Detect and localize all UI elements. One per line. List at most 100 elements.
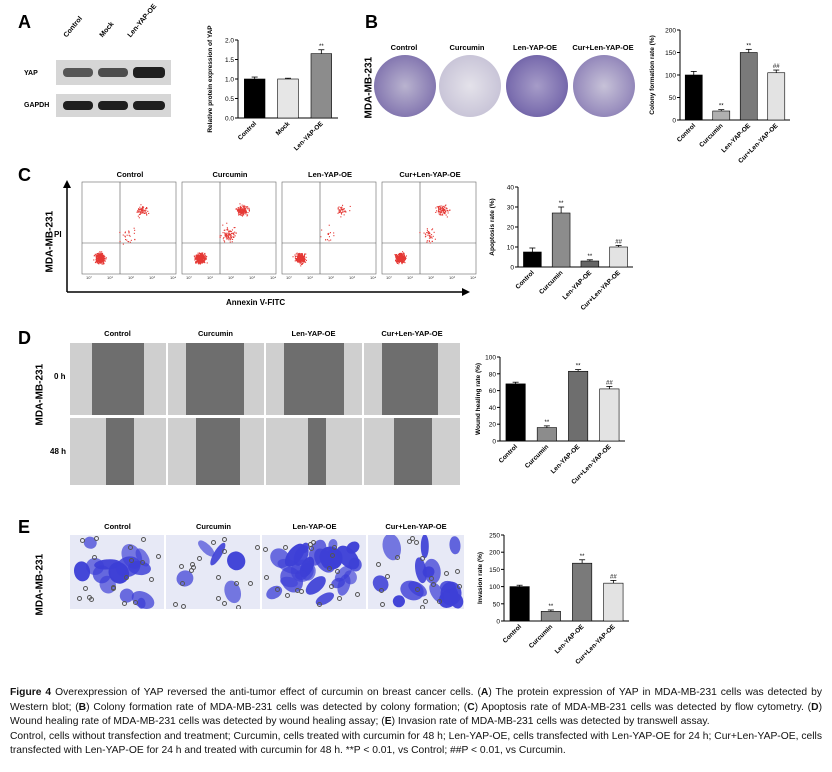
membrane-pore	[129, 557, 134, 563]
panel-e-label: E	[18, 517, 31, 537]
colony-plate	[439, 55, 501, 117]
membrane-pore	[89, 597, 95, 603]
y-tick-label: 0.5	[225, 96, 234, 103]
time-label: 0 h	[54, 372, 66, 381]
bar	[609, 246, 628, 268]
yap-blot	[56, 60, 171, 85]
bar	[277, 78, 299, 119]
x-tick-label: Len-YAP-OE	[550, 443, 582, 475]
membrane-pore	[216, 574, 222, 580]
membrane-pore	[385, 574, 390, 580]
stained-cell	[380, 535, 404, 563]
membrane-pore	[334, 568, 340, 574]
membrane-pore	[93, 535, 99, 541]
cell-line-label: MDA-MB-231	[34, 553, 46, 616]
bar	[244, 78, 266, 119]
colony-plate	[374, 55, 436, 117]
wound-image	[70, 343, 166, 415]
caption-text: ) Colony formation rate of MDA-MB-231 ce…	[86, 701, 468, 713]
flow-axes	[63, 180, 470, 296]
blot-band	[63, 101, 93, 110]
log-tick-label: 10°	[186, 275, 192, 280]
y-axis-title: Wound healing rate (%)	[475, 363, 482, 435]
caption-panel-ref: C	[467, 701, 475, 713]
membrane-pore	[80, 538, 86, 544]
membrane-pore	[423, 599, 428, 605]
significance-mark: ##	[606, 380, 613, 386]
x-tick-label: Len-YAP-OE	[554, 623, 586, 655]
bar	[599, 388, 620, 442]
log-tick-label: 10°	[386, 275, 392, 280]
group-header: Curcumin	[212, 170, 248, 179]
membrane-pore	[140, 537, 146, 543]
caption-text: ) The protein expression of YAP in MDA-M…	[10, 687, 822, 713]
x-tick-label: Mock	[275, 120, 292, 137]
caption-panel-ref: E	[384, 716, 392, 727]
x-axis-label: Annexin V-FITC	[226, 298, 286, 307]
membrane-pore	[294, 588, 300, 594]
log-tick-label: 10⁴	[470, 275, 476, 280]
blot-lane-label: Control	[62, 15, 84, 39]
event-dots	[93, 204, 150, 265]
event-dots	[193, 203, 250, 265]
colony-plate	[573, 55, 635, 117]
y-tick-label: 80	[489, 371, 497, 378]
membrane-pore	[190, 562, 196, 567]
bar	[767, 72, 786, 121]
log-tick-label: 10³	[349, 275, 355, 280]
log-tick-label: 10°	[86, 275, 92, 280]
bar	[568, 370, 589, 442]
panel-c-label: C	[18, 165, 31, 185]
significance-mark: ##	[610, 574, 617, 580]
y-tick-label: 250	[489, 533, 500, 540]
caption-abbreviations: Control, cells without transfection and …	[10, 730, 822, 757]
membrane-pore	[247, 580, 253, 586]
y-tick-label: 150	[665, 50, 676, 57]
wound-image	[266, 343, 362, 415]
membrane-pore	[216, 596, 222, 601]
y-tick-label: 150	[489, 567, 500, 574]
y-tick-label: 40	[489, 405, 497, 412]
chart-apoptosis: 0 10 20 30 40 Apoptosis rate (%) Control ** Curc…	[489, 185, 633, 312]
y-axis-title: Colony formation rate (%)	[649, 35, 656, 114]
chart-colony-formation: 0 50 100 150 200 Colony formation rate (%) Con…	[649, 28, 790, 165]
membrane-pore	[180, 603, 186, 609]
membrane-pore	[127, 545, 133, 551]
membrane-pore	[455, 568, 461, 574]
membrane-pore	[111, 584, 117, 590]
gapdh-blot	[56, 94, 171, 117]
bar	[523, 251, 542, 268]
membrane-pore	[121, 600, 127, 606]
significance-mark: **	[580, 554, 585, 560]
membrane-pore	[262, 546, 268, 552]
membrane-pore	[420, 555, 426, 561]
group-header: Cur+Len-YAP-OE	[385, 522, 447, 531]
x-tick-label: Curcumin	[538, 269, 564, 295]
caption-panel-ref: B	[78, 701, 87, 713]
membrane-pore	[263, 575, 269, 581]
significance-mark: **	[559, 201, 564, 207]
membrane-pore	[221, 600, 227, 606]
group-header: Control	[116, 170, 144, 179]
blot-band	[98, 68, 128, 77]
membrane-pore	[407, 539, 413, 545]
log-tick-label: 10³	[449, 275, 455, 280]
x-tick-label: Control	[498, 443, 519, 464]
membrane-pore	[413, 539, 419, 545]
membrane-pore	[221, 536, 227, 542]
panel-b-label: B	[365, 12, 378, 32]
significance-mark: **	[319, 44, 324, 50]
y-tick-label: 0	[510, 265, 514, 272]
x-tick-label: Control	[676, 122, 697, 143]
colony-plate	[506, 55, 568, 117]
panel-a-label: A	[18, 12, 31, 32]
group-header: Cur+Len-YAP-OE	[381, 329, 443, 338]
membrane-pore	[91, 555, 97, 561]
x-tick-label: Control	[502, 623, 523, 644]
time-label: 48 h	[50, 447, 67, 456]
group-header: Curcumin	[449, 43, 485, 52]
log-tick-label: 10²	[228, 275, 234, 280]
membrane-pore	[329, 552, 335, 558]
log-tick-label: 10²	[428, 275, 434, 280]
membrane-pore	[275, 586, 281, 592]
